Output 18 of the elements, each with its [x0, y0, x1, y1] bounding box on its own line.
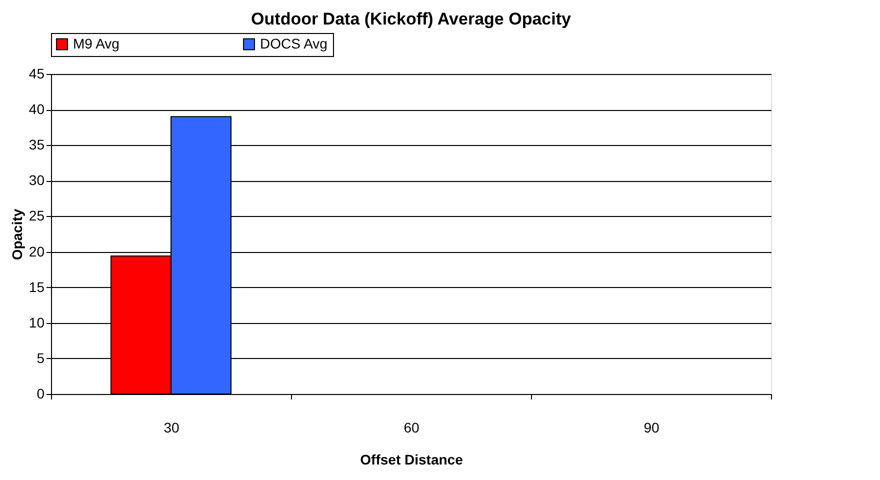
y-tick-label: 15	[28, 278, 45, 295]
y-axis-title: Opacity	[8, 208, 25, 260]
x-tick-label: 30	[164, 420, 180, 436]
y-tick-label: 45	[28, 66, 45, 82]
y-tick-label: 30	[28, 172, 45, 188]
y-tick-label: 35	[28, 136, 45, 153]
chart-title: Outdoor Data (Kickoff) Average Opacity	[251, 10, 572, 28]
y-tick-label: 0	[36, 386, 45, 402]
y-tick-label: 25	[28, 208, 45, 224]
y-tick-label: 40	[28, 101, 45, 118]
x-axis-title: Offset Distance	[360, 452, 464, 468]
y-tick-label: 5	[36, 350, 45, 366]
y-tick-label: 10	[28, 314, 45, 330]
legend-label: M9 Avg	[73, 35, 120, 52]
y-tick-label: 20	[28, 243, 45, 260]
x-tick-label: 60	[404, 420, 420, 436]
legend-label: DOCS Avg	[260, 35, 328, 52]
x-tick-label: 90	[644, 420, 660, 436]
